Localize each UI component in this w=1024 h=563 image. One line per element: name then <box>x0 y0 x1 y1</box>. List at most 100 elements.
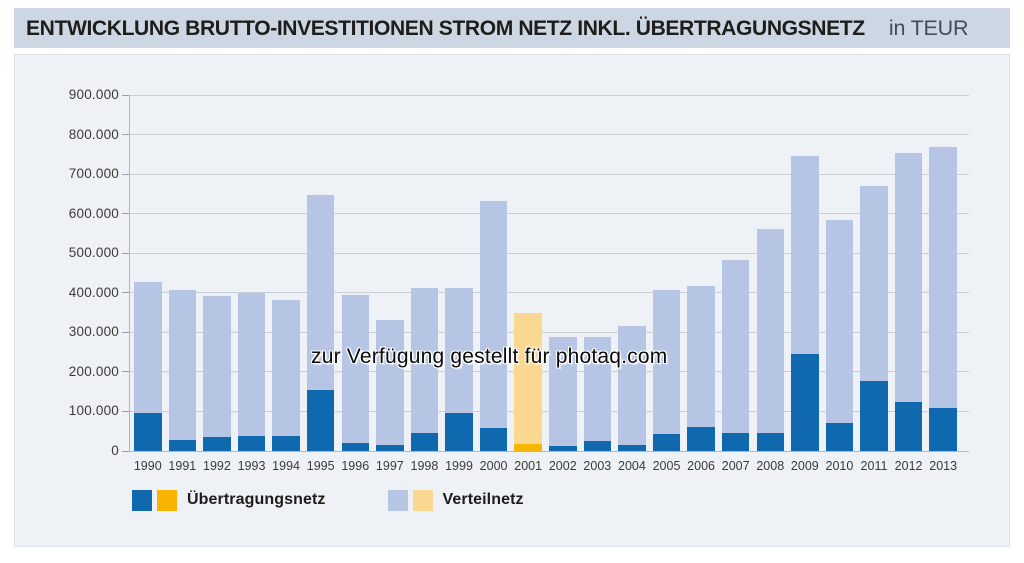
bar-segment-verteilnetz <box>514 312 542 445</box>
y-gridline <box>129 252 969 254</box>
y-axis-label: 200.000 <box>68 363 119 379</box>
x-axis-label: 2001 <box>514 459 543 473</box>
bar-segment-verteilnetz <box>549 337 577 446</box>
legend-item: Verteilnetz <box>387 489 524 511</box>
x-axis-label: 2004 <box>618 459 646 473</box>
x-axis-label: 1995 <box>306 459 335 473</box>
y-axis-label: 900.000 <box>68 87 119 102</box>
x-axis-label: 1991 <box>168 459 197 473</box>
page-title: ENTWICKLUNG BRUTTO-INVESTITIONEN STROM N… <box>26 15 865 40</box>
y-axis-label: 400.000 <box>68 284 119 300</box>
y-gridline <box>129 173 969 175</box>
bar-segment-uebertragungsnetz <box>306 389 335 451</box>
y-gridline <box>129 292 969 294</box>
x-axis-label: 2013 <box>929 459 958 473</box>
watermark-text: zur Verfügung gestellt für photaq.com <box>311 345 668 368</box>
bar-segment-uebertragungsnetz <box>549 445 577 451</box>
x-axis-label: 1998 <box>410 459 439 473</box>
x-axis-label: 2006 <box>687 459 715 473</box>
bar-segment-verteilnetz <box>721 259 750 434</box>
legend-swatch <box>157 489 177 511</box>
bar-segment-uebertragungsnetz <box>721 433 750 451</box>
y-axis-tick <box>122 410 129 412</box>
y-axis-tick <box>122 173 129 175</box>
bar-segment-verteilnetz <box>341 295 369 443</box>
x-axis-label: 2008 <box>756 459 785 473</box>
bar-segment-uebertragungsnetz <box>168 440 197 451</box>
bar-segment-verteilnetz <box>860 185 888 381</box>
bar-segment-uebertragungsnetz <box>376 445 404 451</box>
y-gridline <box>129 94 969 96</box>
bar-segment-uebertragungsnetz <box>237 436 266 451</box>
plot-area: 0 100.000 200.000 300.000 400.000 500.000 600.… <box>15 55 1009 546</box>
bar-segment-uebertragungsnetz <box>410 432 439 451</box>
x-axis-label: 2000 <box>479 459 508 473</box>
y-axis-label: 700.000 <box>68 166 119 182</box>
y-axis-label: 0 <box>111 443 119 458</box>
bar-segment-uebertragungsnetz <box>445 413 473 451</box>
bar-segment-uebertragungsnetz <box>791 354 819 451</box>
bar-segment-uebertragungsnetz <box>894 401 923 451</box>
bar-segment-uebertragungsnetz <box>272 435 300 451</box>
bar-segment-verteilnetz <box>894 153 923 402</box>
bar-segment-uebertragungsnetz <box>203 436 231 451</box>
legend-swatch <box>412 489 433 511</box>
bar-segment-uebertragungsnetz <box>756 433 784 451</box>
y-axis-tick <box>122 94 129 96</box>
x-axis-label: 2010 <box>825 459 854 473</box>
bar-segment-verteilnetz <box>687 285 715 427</box>
legend-label: Verteilnetz <box>442 491 524 508</box>
x-axis-label: 2012 <box>894 459 923 473</box>
title-unit-label: in TEUR <box>888 15 969 40</box>
bar-segment-uebertragungsnetz <box>929 408 957 451</box>
y-axis-line <box>129 95 130 451</box>
y-axis-label: 600.000 <box>68 205 119 221</box>
x-axis-label: 1992 <box>203 459 231 473</box>
bar-segment-uebertragungsnetz <box>652 434 681 451</box>
bar-segment-verteilnetz <box>376 319 404 446</box>
x-axis-label: 1990 <box>133 459 162 473</box>
y-axis-tick <box>122 213 129 215</box>
bar-segment-verteilnetz <box>203 295 231 437</box>
bar-segment-verteilnetz <box>825 220 854 423</box>
y-axis-tick <box>122 450 129 452</box>
bar-segment-verteilnetz <box>583 336 612 442</box>
bar-segment-uebertragungsnetz <box>479 428 508 451</box>
x-axis-label: 1999 <box>445 459 473 473</box>
y-axis-label: 500.000 <box>68 245 119 261</box>
chart-panel: 0 100.000 200.000 300.000 400.000 500.000 600.… <box>14 54 1010 547</box>
bar-segment-uebertragungsnetz <box>514 444 542 451</box>
bar-segment-verteilnetz <box>791 155 819 355</box>
bar-segment-verteilnetz <box>929 147 957 409</box>
chart-title-bar: ENTWICKLUNG BRUTTO-INVESTITIONEN STROM N… <box>14 8 1010 48</box>
x-axis-line <box>129 451 969 452</box>
x-axis-label: 1994 <box>272 459 300 473</box>
x-axis-label: 2007 <box>721 459 750 473</box>
y-gridline <box>129 331 969 333</box>
bar-segment-verteilnetz <box>756 228 784 434</box>
bar-segment-uebertragungsnetz <box>341 442 369 451</box>
y-axis-tick <box>122 252 129 254</box>
x-axis-label: 2005 <box>652 459 681 473</box>
y-gridline <box>129 134 969 136</box>
bar-segment-verteilnetz <box>479 201 508 429</box>
bar-segment-uebertragungsnetz <box>618 445 646 451</box>
y-axis-label: 300.000 <box>68 324 119 340</box>
y-axis-label: 800.000 <box>68 126 119 142</box>
y-axis-tick <box>122 331 129 333</box>
bar-segment-verteilnetz <box>652 289 681 435</box>
x-axis-label: 1997 <box>375 459 404 473</box>
bar-segment-verteilnetz <box>134 282 162 413</box>
y-axis-tick <box>122 371 129 373</box>
bar-segment-verteilnetz <box>410 287 439 433</box>
bar-segment-uebertragungsnetz <box>583 441 612 451</box>
bar-segment-verteilnetz <box>306 194 335 390</box>
y-axis-tick <box>122 134 129 136</box>
bar-segment-verteilnetz <box>618 326 646 446</box>
bar-segment-uebertragungsnetz <box>687 426 715 451</box>
bar-segment-verteilnetz <box>272 300 300 436</box>
y-gridline <box>129 213 969 215</box>
y-axis-tick <box>122 292 129 294</box>
chart-legend: Übertragungsnetz Verteilnetz <box>132 488 586 512</box>
